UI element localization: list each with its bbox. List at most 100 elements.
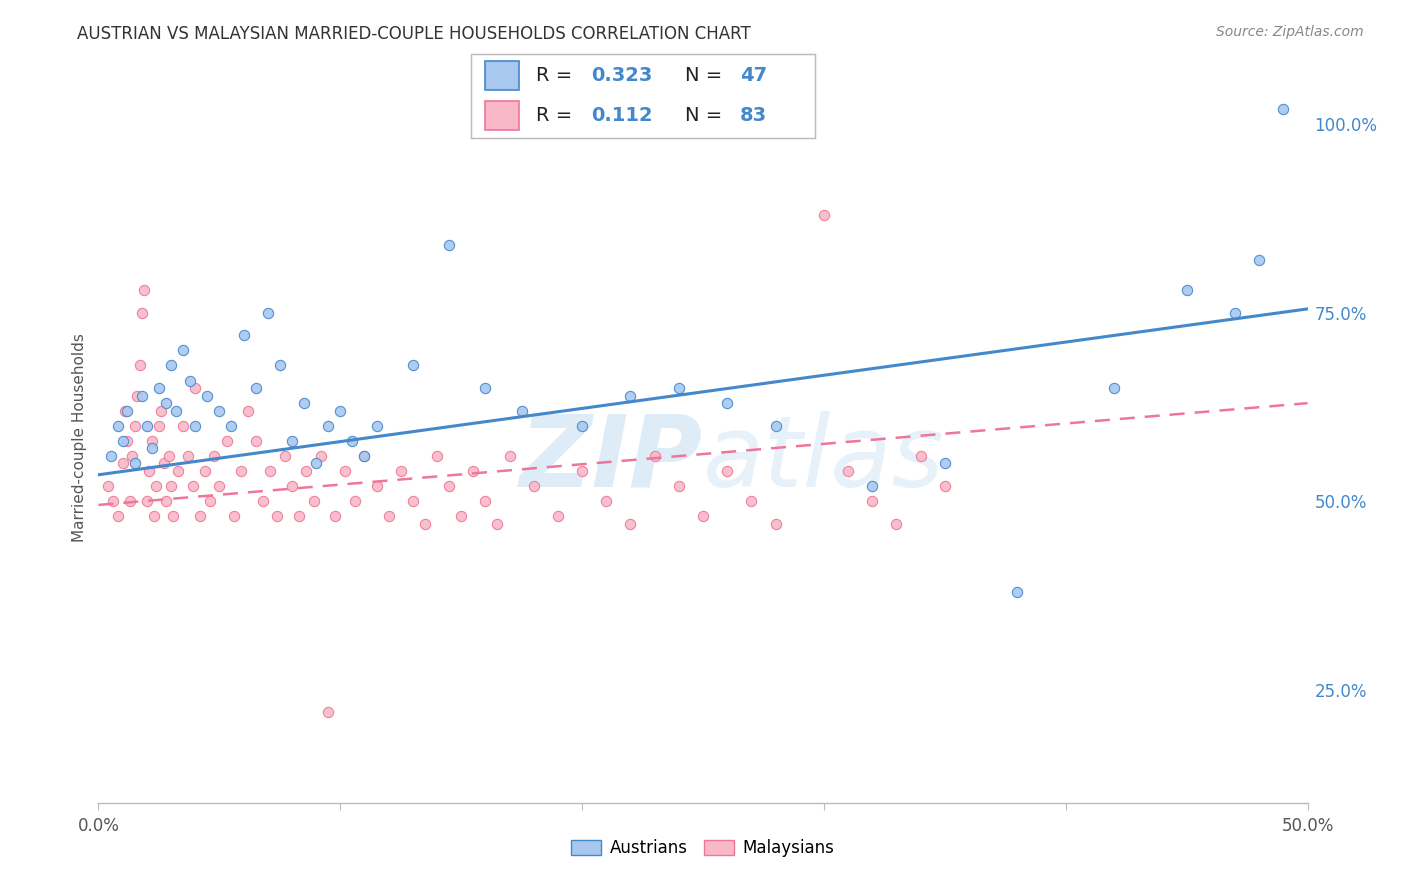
- Text: N =: N =: [685, 106, 728, 125]
- Point: [188, 509, 211, 524]
- Y-axis label: Married-couple Households: Married-couple Households: [72, 333, 87, 541]
- Point: [138, 464, 160, 478]
- Point: [135, 494, 157, 508]
- Point: [259, 464, 281, 478]
- Point: [165, 403, 187, 417]
- Text: Source: ZipAtlas.com: Source: ZipAtlas.com: [1216, 25, 1364, 39]
- Point: [238, 403, 260, 417]
- Point: [426, 449, 449, 463]
- Point: [813, 208, 835, 222]
- Point: [208, 403, 231, 417]
- Point: [910, 449, 932, 463]
- Point: [1007, 584, 1029, 599]
- Point: [195, 389, 218, 403]
- Point: [128, 359, 150, 373]
- Point: [353, 449, 375, 463]
- Text: AUSTRIAN VS MALAYSIAN MARRIED-COUPLE HOUSEHOLDS CORRELATION CHART: AUSTRIAN VS MALAYSIAN MARRIED-COUPLE HOU…: [77, 25, 751, 43]
- Point: [934, 457, 956, 471]
- Point: [437, 237, 460, 252]
- Point: [118, 494, 141, 508]
- Point: [229, 464, 252, 478]
- Text: R =: R =: [537, 106, 585, 125]
- Point: [208, 479, 231, 493]
- Legend: Austrians, Malaysians: Austrians, Malaysians: [565, 832, 841, 864]
- Point: [571, 418, 593, 433]
- Point: [288, 509, 311, 524]
- Point: [316, 418, 339, 433]
- Point: [474, 381, 496, 395]
- Point: [97, 479, 120, 493]
- Point: [523, 479, 546, 493]
- Point: [837, 464, 859, 478]
- Text: R =: R =: [537, 66, 579, 85]
- Point: [886, 516, 908, 531]
- Point: [101, 494, 124, 508]
- Point: [148, 418, 170, 433]
- Point: [155, 494, 177, 508]
- Point: [668, 381, 690, 395]
- Point: [245, 434, 267, 448]
- Point: [177, 449, 200, 463]
- Point: [402, 494, 425, 508]
- Point: [619, 516, 641, 531]
- Point: [117, 434, 139, 448]
- Point: [366, 479, 388, 493]
- Point: [281, 479, 304, 493]
- Point: [273, 449, 295, 463]
- Point: [510, 403, 533, 417]
- Point: [860, 479, 883, 493]
- Point: [141, 442, 163, 456]
- Point: [157, 449, 180, 463]
- Point: [160, 479, 183, 493]
- Point: [668, 479, 690, 493]
- Point: [366, 418, 388, 433]
- Text: 83: 83: [740, 106, 766, 125]
- Point: [292, 396, 315, 410]
- Point: [1175, 283, 1198, 297]
- Point: [377, 509, 399, 524]
- Point: [124, 457, 146, 471]
- Point: [107, 509, 129, 524]
- Point: [150, 403, 173, 417]
- Point: [302, 494, 325, 508]
- Text: atlas: atlas: [703, 410, 945, 508]
- Point: [245, 381, 267, 395]
- Point: [389, 464, 412, 478]
- Point: [179, 374, 201, 388]
- Point: [413, 516, 436, 531]
- Point: [143, 509, 166, 524]
- Point: [342, 434, 364, 448]
- Point: [107, 418, 129, 433]
- Point: [111, 457, 134, 471]
- Text: ZIP: ZIP: [520, 410, 703, 508]
- Point: [167, 464, 190, 478]
- Point: [160, 359, 183, 373]
- Point: [437, 479, 460, 493]
- Point: [100, 449, 122, 463]
- Point: [716, 396, 738, 410]
- Point: [134, 283, 156, 297]
- Point: [131, 306, 153, 320]
- Point: [765, 418, 787, 433]
- Point: [295, 464, 318, 478]
- Bar: [485, 101, 519, 130]
- Point: [148, 381, 170, 395]
- Point: [127, 389, 149, 403]
- Text: 0.323: 0.323: [592, 66, 652, 85]
- Point: [547, 509, 569, 524]
- Text: 47: 47: [740, 66, 766, 85]
- Point: [121, 449, 143, 463]
- Point: [343, 494, 366, 508]
- Point: [131, 389, 153, 403]
- Point: [155, 396, 177, 410]
- Point: [221, 418, 243, 433]
- Point: [325, 509, 347, 524]
- Point: [172, 343, 194, 358]
- Point: [141, 434, 163, 448]
- Point: [333, 464, 356, 478]
- Point: [172, 418, 194, 433]
- Bar: [485, 62, 519, 90]
- Point: [1102, 381, 1125, 395]
- Point: [256, 306, 278, 320]
- Point: [232, 328, 254, 343]
